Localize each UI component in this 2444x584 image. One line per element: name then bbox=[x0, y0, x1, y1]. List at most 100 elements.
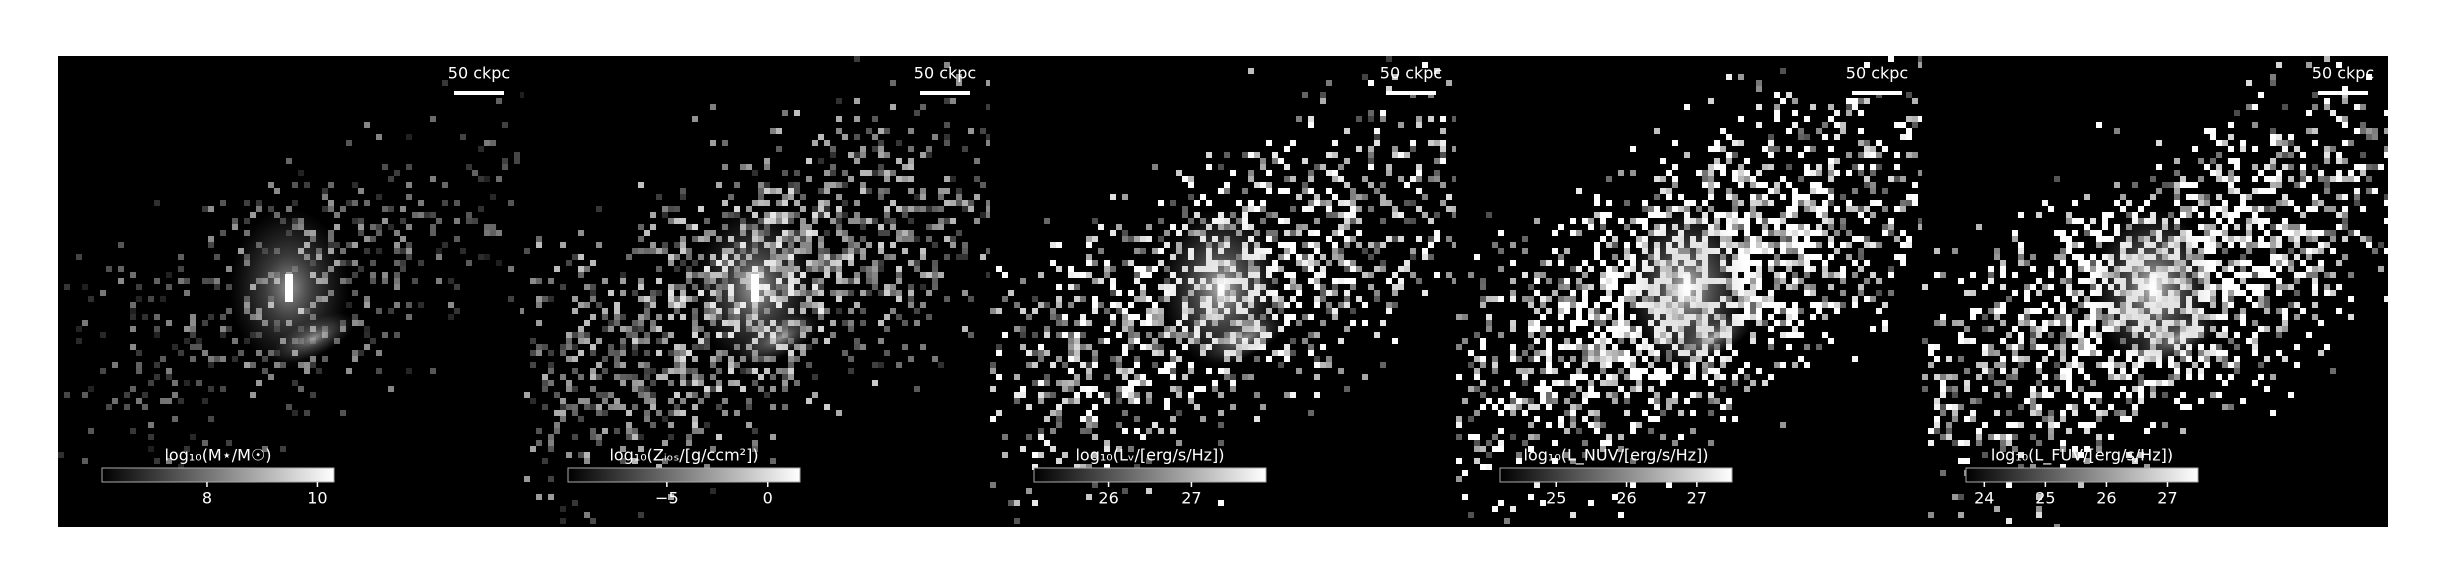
pixel bbox=[572, 386, 578, 392]
pixel bbox=[292, 200, 298, 206]
pixel bbox=[1248, 152, 1254, 158]
pixel bbox=[584, 458, 590, 464]
pixel bbox=[1744, 254, 1750, 260]
pixel bbox=[1798, 278, 1804, 284]
pixel bbox=[578, 350, 584, 356]
pixel bbox=[680, 236, 686, 242]
pixel bbox=[1792, 260, 1798, 266]
pixel bbox=[1882, 320, 1888, 326]
pixel bbox=[1434, 236, 1440, 242]
pixel bbox=[1446, 194, 1452, 200]
pixel bbox=[896, 140, 902, 146]
pixel bbox=[1570, 296, 1576, 302]
pixel bbox=[1016, 50, 1022, 56]
pixel bbox=[382, 206, 388, 212]
pixel bbox=[1534, 416, 1540, 422]
pixel bbox=[920, 254, 926, 260]
pixel bbox=[1630, 482, 1636, 488]
pixel bbox=[626, 410, 632, 416]
pixel bbox=[178, 398, 184, 404]
pixel bbox=[1038, 380, 1044, 386]
pixel bbox=[1594, 320, 1600, 326]
pixel bbox=[620, 344, 626, 350]
pixel bbox=[1816, 230, 1822, 236]
pixel bbox=[932, 260, 938, 266]
pixel bbox=[1362, 320, 1368, 326]
pixel bbox=[1918, 62, 1922, 68]
pixel bbox=[1804, 224, 1810, 230]
pixel bbox=[560, 350, 566, 356]
pixel bbox=[632, 350, 638, 356]
pixel bbox=[1780, 308, 1786, 314]
pixel bbox=[764, 200, 770, 206]
pixel bbox=[1056, 320, 1062, 326]
pixel bbox=[1798, 152, 1804, 158]
pixel bbox=[782, 404, 788, 410]
pixel bbox=[914, 194, 920, 200]
pixel bbox=[686, 248, 692, 254]
pixel bbox=[1600, 440, 1606, 446]
pixel bbox=[752, 446, 758, 452]
pixel bbox=[1356, 230, 1362, 236]
pixel bbox=[602, 278, 608, 284]
pixel bbox=[794, 182, 800, 188]
pixel bbox=[1302, 242, 1308, 248]
pixel bbox=[674, 296, 680, 302]
pixel bbox=[382, 272, 388, 278]
pixel bbox=[1290, 314, 1296, 320]
pixel bbox=[1170, 416, 1176, 422]
pixel bbox=[1534, 290, 1540, 296]
pixel bbox=[1266, 230, 1272, 236]
pixel bbox=[1296, 230, 1302, 236]
pixel bbox=[566, 386, 572, 392]
pixel bbox=[1284, 356, 1290, 362]
pixel bbox=[1900, 254, 1906, 260]
pixel bbox=[1912, 194, 1918, 200]
pixel bbox=[1344, 242, 1350, 248]
pixel bbox=[1786, 212, 1792, 218]
pixel bbox=[1296, 254, 1302, 260]
pixel bbox=[1564, 278, 1570, 284]
pixel bbox=[1092, 422, 1098, 428]
pixel bbox=[1284, 242, 1290, 248]
pixel bbox=[46, 398, 52, 404]
pixel bbox=[1768, 338, 1774, 344]
pixel bbox=[256, 380, 262, 386]
pixel bbox=[614, 356, 620, 362]
pixel bbox=[896, 176, 902, 182]
pixel bbox=[1302, 224, 1308, 230]
pixel bbox=[1092, 302, 1098, 308]
pixel bbox=[400, 260, 406, 266]
pixel bbox=[1456, 476, 1462, 482]
pixel bbox=[1440, 182, 1446, 188]
pixel bbox=[818, 188, 824, 194]
pixel bbox=[1134, 362, 1140, 368]
pixel bbox=[1260, 182, 1266, 188]
pixel bbox=[1134, 428, 1140, 434]
pixel bbox=[704, 464, 710, 470]
pixel bbox=[436, 248, 442, 254]
pixel bbox=[1834, 302, 1840, 308]
pixel bbox=[1594, 428, 1600, 434]
pixel bbox=[842, 170, 848, 176]
pixel bbox=[830, 332, 836, 338]
pixel bbox=[1302, 260, 1308, 266]
pixel bbox=[1762, 296, 1768, 302]
pixel bbox=[1434, 170, 1440, 176]
pixel bbox=[1552, 392, 1558, 398]
pixel bbox=[1116, 386, 1122, 392]
pixel bbox=[854, 116, 860, 122]
pixel bbox=[1768, 260, 1774, 266]
pixel bbox=[1068, 356, 1074, 362]
pixel bbox=[686, 350, 692, 356]
scalebar-label: 50 ckpc bbox=[914, 64, 976, 83]
pixel bbox=[1320, 272, 1326, 278]
pixel bbox=[1122, 350, 1128, 356]
pixel bbox=[214, 284, 220, 290]
pixel bbox=[1576, 230, 1582, 236]
pixel bbox=[836, 98, 842, 104]
pixel bbox=[572, 410, 578, 416]
pixel bbox=[1720, 128, 1726, 134]
pixel bbox=[520, 308, 524, 314]
pixel bbox=[1546, 386, 1552, 392]
